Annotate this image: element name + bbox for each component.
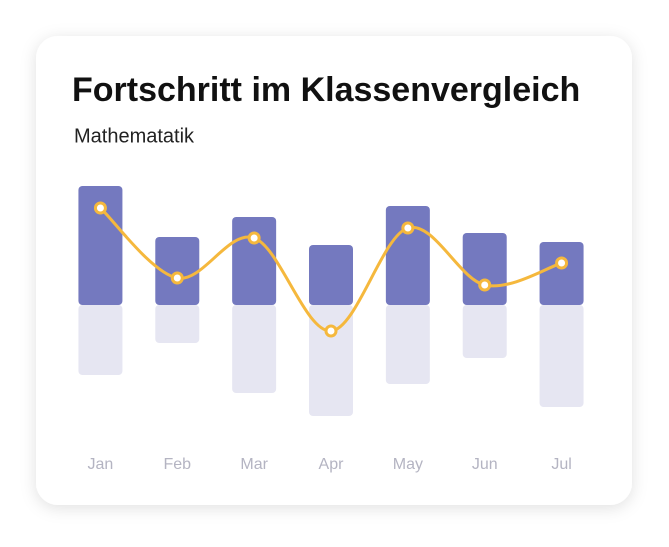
bar [385,305,430,384]
point [170,271,184,285]
bar [385,206,430,305]
point [478,278,492,292]
bar [539,242,584,305]
bar [78,186,123,305]
bar [539,305,584,407]
bar [155,305,200,343]
x-tick-label: Feb [163,456,191,473]
x-tick-label: Apr [319,456,345,473]
chart-title: Fortschritt im Klassenvergleich [72,71,580,109]
chart-subtitle: Mathematatik [74,125,195,147]
point [93,201,107,215]
bar [462,305,507,358]
bar [155,237,200,305]
bar [309,245,353,305]
point [401,221,415,235]
x-tick-label: Mar [240,456,268,473]
point [247,231,261,245]
bar [78,305,123,375]
point [324,324,338,338]
x-tick-label: Jul [551,456,571,473]
x-tick-label: Jan [88,456,114,473]
x-tick-label: Jun [472,456,498,473]
bar [232,217,277,305]
bar [462,233,507,305]
bar [232,305,277,393]
point [555,256,569,270]
bar [309,305,353,416]
x-tick-label: May [393,456,423,473]
